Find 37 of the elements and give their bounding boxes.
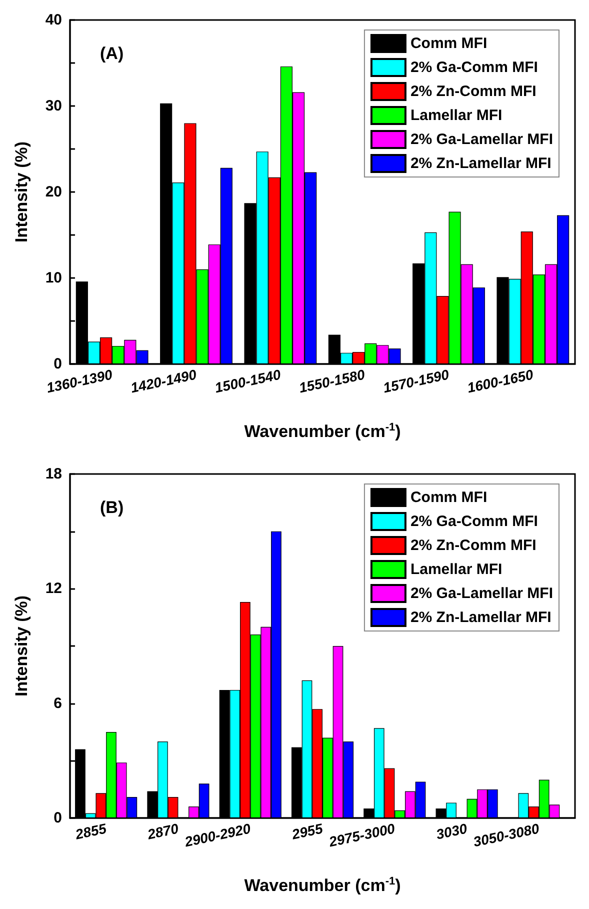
y-tick-label: 12: [45, 580, 62, 598]
x-tick-label: 2975-3000: [326, 820, 397, 850]
x-tick-label: 1420-1490: [129, 366, 198, 396]
x-tick-label: 1550-1580: [297, 366, 366, 396]
y-tick-label: 40: [45, 12, 62, 28]
text: (A): [100, 44, 124, 63]
legend-label: 2% Ga-Lamellar MFI: [410, 131, 554, 148]
y-tick-label: 6: [54, 694, 62, 712]
x-tick-label: 2870: [145, 820, 180, 843]
y-tick-label: 20: [45, 184, 62, 200]
y-axis-title: Intensity (%): [12, 141, 31, 243]
x-tick-label: 1500-1540: [213, 366, 282, 396]
legend-label: 2% Ga-Comm MFI: [410, 513, 538, 530]
x-tick-label: 2900-2920: [182, 820, 252, 850]
legend-label: Comm MFI: [410, 489, 488, 506]
legend-label: 2% Ga-Comm MFI: [410, 59, 538, 76]
legend-label: Comm MFI: [410, 35, 488, 52]
x-tick-label: 1570-1590: [382, 366, 451, 396]
legend-label: Lamellar MFI: [410, 561, 502, 578]
legend-label: Lamellar MFI: [410, 107, 502, 124]
x-tick-label: 3030: [434, 820, 469, 842]
y-tick-label: 0: [54, 810, 62, 826]
y-tick-label: 30: [45, 98, 62, 114]
y-tick-label: 10: [45, 270, 62, 286]
x-tick-label: 2955: [289, 820, 324, 843]
legend-label: 2% Zn-Comm MFI: [410, 537, 536, 554]
x-tick-label: 3050-3080: [472, 820, 541, 850]
legend-label: 2% Ga-Lamellar MFI: [410, 585, 554, 602]
y-axis-title: Intensity (%): [12, 595, 31, 697]
x-tick-label: 1600-1650: [466, 366, 535, 396]
legend-label: 2% Zn-Lamellar MFI: [410, 155, 552, 172]
x-tick-label: 2855: [72, 820, 108, 843]
y-tick-label: 18: [45, 466, 62, 482]
legend-label: 2% Zn-Lamellar MFI: [410, 609, 552, 626]
text: (B): [100, 498, 124, 517]
legend-label: 2% Zn-Comm MFI: [410, 83, 536, 100]
y-tick-label: 0: [54, 356, 62, 372]
